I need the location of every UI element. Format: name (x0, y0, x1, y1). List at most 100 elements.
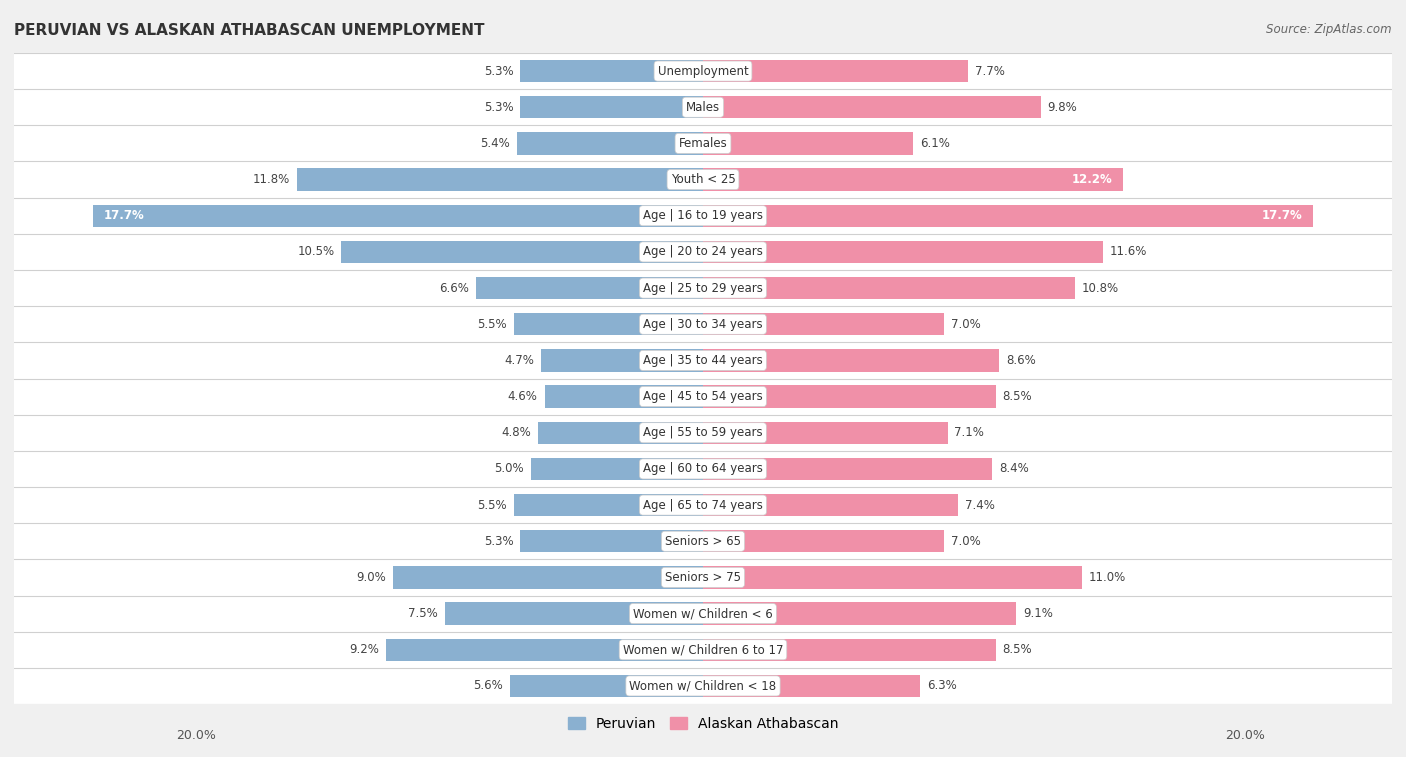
Bar (537, 422, 703, 444)
Bar (14, 523, 1392, 559)
Bar (703, 313, 945, 335)
Text: 5.4%: 5.4% (481, 137, 510, 150)
Text: 20.0%: 20.0% (176, 729, 215, 742)
Bar (392, 566, 703, 589)
Bar (703, 96, 1040, 118)
Bar (14, 306, 1392, 342)
Bar (703, 241, 1102, 263)
Text: 9.1%: 9.1% (1024, 607, 1053, 620)
Text: 5.0%: 5.0% (495, 463, 524, 475)
Bar (703, 349, 1000, 372)
Bar (531, 458, 703, 480)
Text: 4.6%: 4.6% (508, 390, 537, 403)
Bar (14, 126, 1392, 161)
Text: Youth < 25: Youth < 25 (671, 173, 735, 186)
Text: 11.0%: 11.0% (1088, 571, 1126, 584)
Text: 8.5%: 8.5% (1002, 643, 1032, 656)
Bar (444, 603, 703, 625)
Text: Females: Females (679, 137, 727, 150)
Bar (14, 89, 1392, 126)
Text: 20.0%: 20.0% (1226, 729, 1265, 742)
Bar (14, 487, 1392, 523)
Text: 10.8%: 10.8% (1083, 282, 1119, 294)
Bar (703, 385, 995, 408)
Bar (513, 313, 703, 335)
Bar (513, 494, 703, 516)
Text: 5.5%: 5.5% (477, 499, 506, 512)
Text: Women w/ Children < 18: Women w/ Children < 18 (630, 680, 776, 693)
Bar (14, 415, 1392, 451)
Text: 11.8%: 11.8% (253, 173, 290, 186)
Text: 17.7%: 17.7% (1261, 209, 1302, 223)
Bar (703, 422, 948, 444)
Text: Age | 16 to 19 years: Age | 16 to 19 years (643, 209, 763, 223)
Bar (703, 204, 1313, 227)
Bar (703, 458, 993, 480)
Text: 6.6%: 6.6% (439, 282, 468, 294)
Text: Age | 20 to 24 years: Age | 20 to 24 years (643, 245, 763, 258)
Text: 7.0%: 7.0% (950, 318, 981, 331)
Text: 4.8%: 4.8% (501, 426, 531, 439)
Text: Unemployment: Unemployment (658, 64, 748, 77)
Bar (520, 60, 703, 83)
Bar (387, 639, 703, 661)
Text: 12.2%: 12.2% (1073, 173, 1114, 186)
Bar (510, 674, 703, 697)
Text: 5.6%: 5.6% (474, 680, 503, 693)
Text: 8.4%: 8.4% (1000, 463, 1029, 475)
Text: Age | 30 to 34 years: Age | 30 to 34 years (643, 318, 763, 331)
Text: 10.5%: 10.5% (297, 245, 335, 258)
Bar (14, 559, 1392, 596)
Bar (297, 168, 703, 191)
Text: 6.3%: 6.3% (927, 680, 956, 693)
Text: 9.0%: 9.0% (356, 571, 387, 584)
Bar (475, 277, 703, 299)
Bar (520, 530, 703, 553)
Bar (14, 378, 1392, 415)
Text: Age | 35 to 44 years: Age | 35 to 44 years (643, 354, 763, 367)
Bar (703, 566, 1083, 589)
Bar (93, 204, 703, 227)
Bar (703, 60, 969, 83)
Bar (14, 161, 1392, 198)
Bar (14, 668, 1392, 704)
Text: 5.5%: 5.5% (477, 318, 506, 331)
Text: 7.0%: 7.0% (950, 534, 981, 548)
Bar (703, 639, 995, 661)
Text: 17.7%: 17.7% (104, 209, 145, 223)
Text: 7.5%: 7.5% (408, 607, 437, 620)
Bar (14, 270, 1392, 306)
Text: 11.6%: 11.6% (1109, 245, 1147, 258)
Text: 7.7%: 7.7% (976, 64, 1005, 77)
Text: Age | 25 to 29 years: Age | 25 to 29 years (643, 282, 763, 294)
Bar (703, 674, 920, 697)
Bar (14, 631, 1392, 668)
Text: Women w/ Children 6 to 17: Women w/ Children 6 to 17 (623, 643, 783, 656)
Bar (541, 349, 703, 372)
Bar (14, 53, 1392, 89)
Text: 8.5%: 8.5% (1002, 390, 1032, 403)
Bar (14, 198, 1392, 234)
Text: 7.1%: 7.1% (955, 426, 984, 439)
Text: 6.1%: 6.1% (920, 137, 950, 150)
Bar (703, 530, 945, 553)
Bar (703, 603, 1017, 625)
Text: Age | 55 to 59 years: Age | 55 to 59 years (643, 426, 763, 439)
Text: 4.7%: 4.7% (505, 354, 534, 367)
Text: Seniors > 65: Seniors > 65 (665, 534, 741, 548)
Bar (14, 342, 1392, 378)
Text: 5.3%: 5.3% (484, 64, 513, 77)
Bar (703, 494, 957, 516)
Bar (14, 234, 1392, 270)
Text: PERUVIAN VS ALASKAN ATHABASCAN UNEMPLOYMENT: PERUVIAN VS ALASKAN ATHABASCAN UNEMPLOYM… (14, 23, 485, 38)
Text: 9.2%: 9.2% (349, 643, 380, 656)
Text: Seniors > 75: Seniors > 75 (665, 571, 741, 584)
Text: 9.8%: 9.8% (1047, 101, 1077, 114)
Bar (517, 132, 703, 154)
Bar (703, 168, 1123, 191)
Bar (544, 385, 703, 408)
Legend: Peruvian, Alaskan Athabascan: Peruvian, Alaskan Athabascan (562, 711, 844, 736)
Bar (342, 241, 703, 263)
Bar (703, 277, 1076, 299)
Bar (520, 96, 703, 118)
